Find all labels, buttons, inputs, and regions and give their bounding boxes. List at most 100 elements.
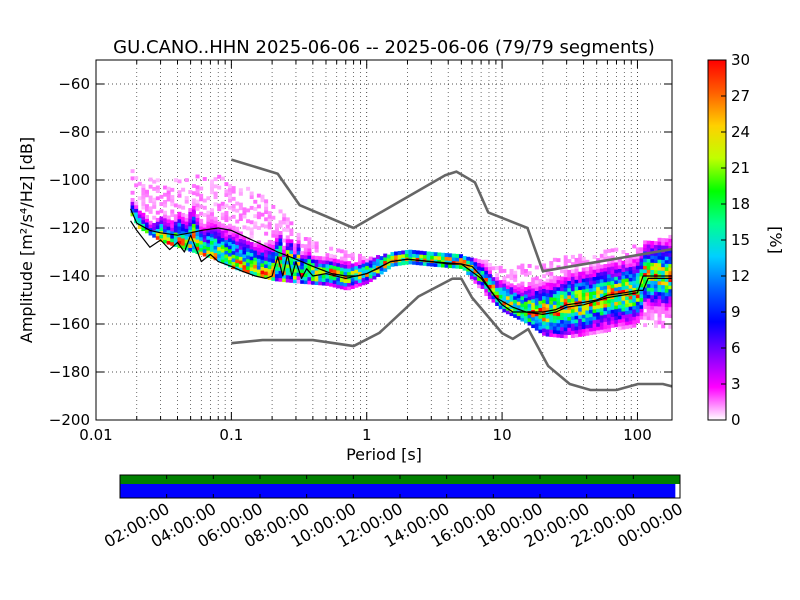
density-cell	[585, 288, 590, 293]
density-cell	[599, 307, 604, 312]
density-cell	[336, 262, 341, 267]
density-cell	[256, 269, 261, 274]
density-cell	[567, 280, 572, 285]
density-cell	[264, 249, 269, 254]
density-cell	[206, 228, 211, 233]
density-cell	[567, 287, 572, 292]
density-cell	[661, 320, 666, 325]
density-cell	[163, 239, 168, 244]
density-cell	[556, 286, 561, 291]
density-cell	[509, 283, 514, 288]
density-cell	[274, 277, 279, 282]
density-cell	[271, 258, 276, 263]
density-cell	[199, 222, 204, 227]
density-cell	[599, 282, 604, 287]
density-cell	[552, 286, 557, 291]
density-cell	[228, 191, 233, 196]
density-cell	[339, 270, 344, 275]
density-cell	[228, 252, 233, 257]
density-cell	[235, 259, 240, 264]
density-cell	[235, 255, 240, 260]
density-cell	[408, 249, 413, 254]
density-cell	[296, 243, 301, 248]
density-cell	[607, 263, 612, 268]
density-cell	[206, 210, 211, 215]
density-cell	[469, 261, 474, 266]
density-cell	[538, 293, 543, 298]
density-cell	[487, 284, 492, 289]
density-cell	[282, 238, 287, 243]
density-cell	[484, 288, 489, 293]
density-cell	[347, 253, 352, 258]
density-cell	[379, 259, 384, 264]
density-cell	[592, 255, 597, 259]
density-cell	[639, 297, 644, 302]
density-cell	[451, 264, 456, 269]
density-cell	[390, 252, 395, 256]
density-cell	[635, 251, 640, 255]
density-cell	[578, 304, 583, 309]
density-cell	[267, 239, 272, 244]
density-cell	[643, 254, 648, 259]
density-cell	[650, 284, 655, 288]
density-cell	[195, 224, 200, 229]
density-cell	[181, 223, 186, 228]
density-cell	[513, 299, 518, 304]
density-cell	[628, 263, 633, 268]
noise-model-nhnm-line	[230, 158, 672, 273]
density-cell	[668, 263, 672, 268]
density-cell	[350, 285, 355, 289]
density-cell	[610, 280, 615, 285]
density-cell	[141, 220, 146, 224]
density-cell	[433, 263, 438, 267]
density-cell	[632, 294, 637, 299]
density-cell	[141, 216, 146, 221]
density-cell	[271, 266, 276, 271]
density-cell	[603, 285, 608, 290]
density-cell	[635, 272, 640, 277]
density-cell	[639, 301, 644, 306]
density-cell	[625, 260, 630, 265]
density-cell	[159, 227, 164, 232]
density-cell	[173, 228, 178, 233]
density-cell	[653, 277, 658, 282]
density-cell	[318, 270, 323, 275]
density-cell	[224, 261, 229, 266]
density-cell	[404, 253, 409, 258]
density-cell	[585, 317, 590, 322]
density-cell	[242, 264, 247, 269]
density-cell	[260, 223, 265, 228]
density-cell	[462, 259, 467, 264]
density-cell	[480, 263, 485, 268]
density-cell	[617, 304, 622, 309]
density-cell	[296, 276, 301, 280]
density-cell	[661, 281, 666, 286]
density-cell	[592, 330, 597, 335]
density-cell	[440, 256, 445, 261]
density-cell	[646, 280, 651, 285]
density-cell	[141, 227, 146, 232]
density-cell	[253, 271, 258, 276]
density-cell	[588, 280, 593, 285]
density-cell	[628, 288, 633, 293]
density-cell	[177, 240, 182, 245]
density-cell	[542, 295, 547, 300]
density-cell	[339, 263, 344, 268]
density-cell	[256, 265, 261, 270]
density-cell	[339, 260, 344, 265]
density-cell	[372, 272, 377, 276]
density-cell	[581, 274, 586, 279]
density-cell	[401, 254, 406, 258]
density-cell	[596, 322, 601, 327]
density-cell	[368, 270, 373, 275]
density-cell	[607, 320, 612, 325]
density-cell	[256, 247, 261, 252]
density-cell	[524, 315, 529, 320]
density-cell	[661, 277, 666, 282]
density-cell	[585, 292, 590, 297]
density-cell	[592, 305, 597, 310]
density-cell	[368, 263, 373, 268]
density-cell	[534, 287, 539, 292]
density-cell	[372, 257, 377, 262]
density-cell	[177, 226, 182, 231]
